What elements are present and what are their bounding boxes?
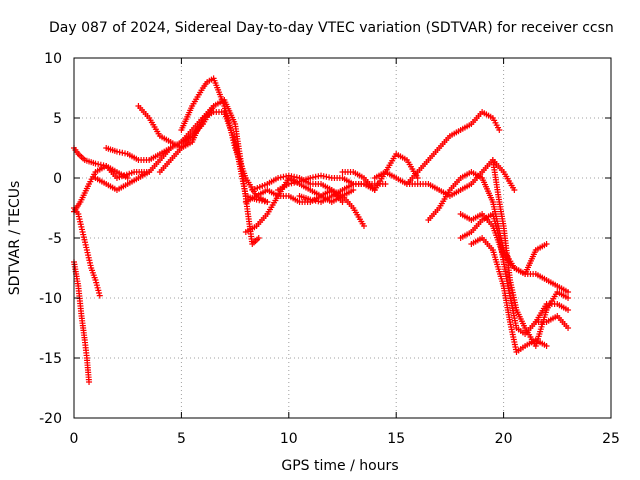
data-point: [350, 187, 357, 193]
series-arc-1: [71, 259, 93, 385]
x-tick-label: 20: [495, 431, 513, 447]
data-point: [543, 241, 550, 247]
chart-title: Day 087 of 2024, Sidereal Day-to-day VTE…: [49, 20, 614, 36]
x-tick-label: 15: [387, 431, 405, 447]
data-point: [543, 343, 550, 349]
x-axis-label: GPS time / hours: [281, 458, 398, 474]
data-points: [71, 75, 572, 385]
series-arc-16: [339, 151, 421, 193]
y-tick-label: -10: [39, 291, 62, 307]
data-point: [339, 199, 346, 205]
series-arc-4: [71, 163, 153, 215]
x-tick-label: 0: [70, 431, 79, 447]
data-point: [124, 175, 131, 181]
x-tick-label: 25: [602, 431, 620, 447]
y-tick-label: -20: [39, 411, 62, 427]
series-arc-20: [457, 211, 572, 295]
series-arc-10: [178, 109, 271, 205]
series-arc-23: [489, 157, 572, 349]
series-arc-24: [532, 313, 572, 331]
data-point: [565, 325, 572, 331]
y-axis-label: SDTVAR / TECUs: [7, 181, 23, 296]
y-tick-label: 5: [53, 111, 62, 127]
data-point: [360, 223, 367, 229]
grid-lines: [74, 58, 611, 418]
data-point: [565, 289, 572, 295]
series-arc-9: [156, 97, 262, 247]
data-point: [565, 307, 572, 313]
y-tick-label: 0: [53, 171, 62, 187]
data-point: [96, 292, 103, 299]
x-tick-label: 10: [280, 431, 298, 447]
data-point: [86, 379, 93, 385]
data-point: [511, 187, 518, 193]
y-tick-label: 10: [44, 51, 62, 67]
y-tick-label: -5: [48, 231, 62, 247]
series-arc-15: [296, 181, 378, 205]
series-arc-7: [135, 103, 217, 151]
data-point: [255, 235, 262, 241]
data-point: [414, 175, 421, 181]
series-arc-22: [457, 211, 572, 337]
y-axis-ticks: -20 -15 -10 -5 0 5 10: [39, 51, 611, 427]
y-tick-label: -15: [39, 351, 62, 367]
x-tick-label: 5: [177, 431, 186, 447]
x-axis-ticks: 0 5 10 15 20 25: [70, 58, 620, 447]
data-point: [382, 181, 389, 187]
data-point: [264, 199, 271, 205]
data-point: [565, 295, 572, 301]
series-arc-2: [71, 205, 103, 299]
data-point: [496, 127, 503, 133]
